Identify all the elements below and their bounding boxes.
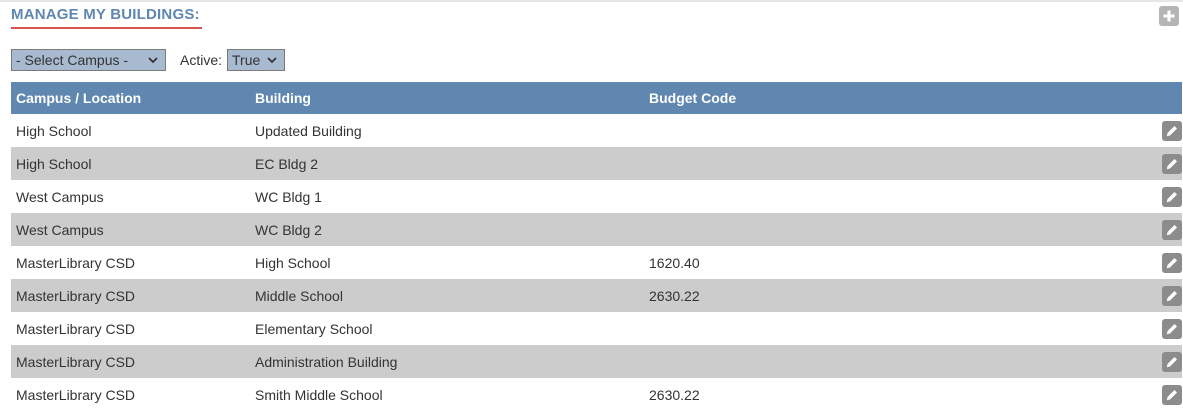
pencil-icon xyxy=(1166,290,1177,301)
table-header-row: Campus / Location Building Budget Code xyxy=(11,82,1182,114)
table-row: West Campus WC Bldg 2 xyxy=(11,213,1182,246)
edit-building-button[interactable] xyxy=(1162,318,1182,339)
edit-building-button[interactable] xyxy=(1162,285,1182,306)
add-building-button[interactable] xyxy=(1159,6,1179,26)
cell-budget-code xyxy=(644,114,1044,147)
edit-building-button[interactable] xyxy=(1162,219,1182,240)
cell-actions xyxy=(1044,345,1182,378)
cell-campus: High School xyxy=(16,122,92,139)
table-row: MasterLibrary CSD Middle School 2630.22 xyxy=(11,279,1182,312)
cell-building: EC Bldg 2 xyxy=(250,147,644,180)
top-border xyxy=(0,0,1183,2)
table-row: High School Updated Building xyxy=(11,114,1182,147)
column-header-budget-code[interactable]: Budget Code xyxy=(644,82,1044,114)
cell-building: Smith Middle School xyxy=(255,386,383,403)
cell-budget-code xyxy=(644,147,1044,180)
cell-building: Middle School xyxy=(250,279,644,312)
edit-building-button[interactable] xyxy=(1162,351,1182,372)
page-title: MANAGE MY BUILDINGS: xyxy=(11,6,200,23)
cell-actions xyxy=(1044,312,1182,345)
cell-actions xyxy=(1044,180,1182,213)
chevron-down-icon xyxy=(267,57,277,64)
cell-budget-code xyxy=(644,180,1044,213)
campus-select[interactable]: - Select Campus - xyxy=(11,49,166,71)
column-header-actions xyxy=(1044,82,1182,114)
cell-budget-code: 2630.22 xyxy=(649,386,700,403)
pencil-icon xyxy=(1166,389,1177,400)
plus-icon xyxy=(1163,10,1175,22)
edit-building-button[interactable] xyxy=(1162,153,1182,174)
edit-building-button[interactable] xyxy=(1162,120,1182,141)
cell-building: Administration Building xyxy=(250,345,644,378)
filter-bar: - Select Campus - Active: True xyxy=(11,48,286,72)
cell-campus: High School xyxy=(11,147,250,180)
pencil-icon xyxy=(1166,356,1177,367)
cell-campus: MasterLibrary CSD xyxy=(11,279,250,312)
cell-campus: West Campus xyxy=(11,213,250,246)
active-label: Active: xyxy=(180,52,223,68)
pencil-icon xyxy=(1166,224,1177,235)
cell-actions xyxy=(1044,147,1182,180)
title-underline xyxy=(11,27,202,29)
cell-budget-code: 2630.22 xyxy=(644,279,1044,312)
chevron-down-icon xyxy=(148,57,158,64)
column-header-campus[interactable]: Campus / Location xyxy=(11,82,250,114)
table-row: MasterLibrary CSD Administration Building xyxy=(11,345,1182,378)
cell-actions xyxy=(1044,114,1182,147)
cell-building: High School xyxy=(255,254,331,271)
cell-building: WC Bldg 2 xyxy=(250,213,644,246)
cell-actions xyxy=(1044,246,1182,279)
table-row: MasterLibrary CSD Elementary School xyxy=(11,312,1182,345)
active-select[interactable]: True xyxy=(227,49,286,71)
cell-campus: MasterLibrary CSD xyxy=(11,345,250,378)
cell-actions xyxy=(1044,279,1182,312)
pencil-icon xyxy=(1166,257,1177,268)
cell-campus: MasterLibrary CSD xyxy=(16,386,136,403)
cell-campus: MasterLibrary CSD xyxy=(16,254,136,271)
edit-building-button[interactable] xyxy=(1162,384,1182,405)
table-row: West Campus WC Bldg 1 xyxy=(11,180,1182,213)
pencil-icon xyxy=(1166,191,1177,202)
edit-building-button[interactable] xyxy=(1162,186,1182,207)
cell-budget-code xyxy=(644,312,1044,345)
cell-budget-code xyxy=(644,213,1044,246)
table-row: High School EC Bldg 2 xyxy=(11,147,1182,180)
buildings-table: Campus / Location Building Budget Code H… xyxy=(11,82,1182,411)
pencil-icon xyxy=(1166,125,1177,136)
cell-actions xyxy=(1044,378,1182,411)
cell-campus: MasterLibrary CSD xyxy=(16,320,136,337)
cell-budget-code: 1620.40 xyxy=(649,254,700,271)
edit-building-button[interactable] xyxy=(1162,252,1182,273)
cell-building: Updated Building xyxy=(255,122,362,139)
active-select-value: True xyxy=(232,52,261,68)
cell-building: Elementary School xyxy=(255,320,373,337)
cell-campus: West Campus xyxy=(16,188,104,205)
cell-actions xyxy=(1044,213,1182,246)
campus-select-value: - Select Campus - xyxy=(16,52,129,68)
pencil-icon xyxy=(1166,158,1177,169)
pencil-icon xyxy=(1166,323,1177,334)
table-row: MasterLibrary CSD Smith Middle School 2630… xyxy=(11,378,1182,411)
column-header-building[interactable]: Building xyxy=(250,82,644,114)
cell-building: WC Bldg 1 xyxy=(255,188,322,205)
cell-budget-code xyxy=(644,345,1044,378)
table-row: MasterLibrary CSD High School 1620.40 xyxy=(11,246,1182,279)
